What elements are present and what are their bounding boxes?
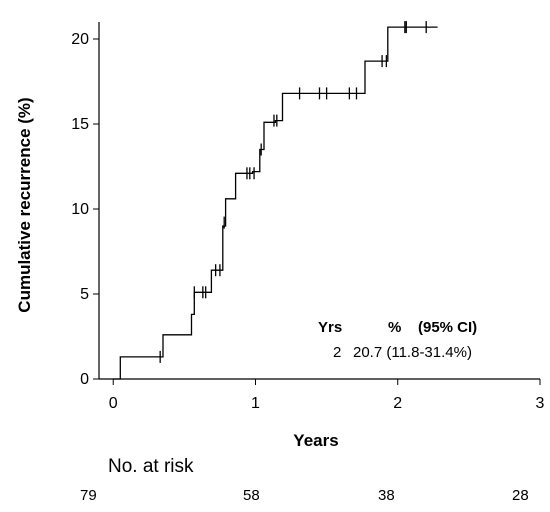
annotation-header-pct: % (388, 319, 401, 336)
recurrence-step-line (113, 26, 438, 380)
y-tick-label: 15 (71, 116, 89, 133)
censor-layer (159, 21, 427, 363)
annotation-row-value: 20.7 (11.8-31.4%) (353, 344, 472, 361)
risk-table-title: No. at risk (108, 456, 194, 477)
x-tick-label: 3 (536, 395, 545, 412)
x-axis-title: Years (293, 431, 338, 450)
y-tick-label: 10 (71, 201, 89, 218)
axes (98, 22, 540, 380)
x-tick-label: 0 (109, 395, 118, 412)
curve-layer (113, 26, 438, 380)
cumulative-recurrence-chart: 0 5 10 15 20 0 1 2 3 Cumulative recurrence (%) Y… (15, 21, 545, 450)
y-tick-label: 20 (71, 31, 89, 48)
risk-value-year-3: 28 (512, 487, 529, 504)
risk-value-year-0: 79 (80, 487, 97, 504)
x-tick-label: 2 (393, 395, 402, 412)
estimate-annotation: Yrs % (95% CI) 2 20.7 (11.8-31.4%) (318, 319, 477, 361)
annotation-header-yrs: Yrs (318, 319, 342, 336)
ticks: 0 5 10 15 20 0 1 2 3 (71, 31, 544, 412)
y-axis-title: Cumulative recurrence (%) (15, 97, 34, 312)
y-tick-label: 0 (80, 371, 89, 388)
annotation-row-yrs: 2 (333, 344, 341, 361)
y-tick-label: 5 (80, 286, 89, 303)
annotation-header-ci: (95% CI) (418, 319, 477, 336)
x-tick-label: 1 (251, 395, 260, 412)
risk-value-year-2: 38 (378, 487, 395, 504)
risk-value-year-1: 58 (243, 487, 260, 504)
